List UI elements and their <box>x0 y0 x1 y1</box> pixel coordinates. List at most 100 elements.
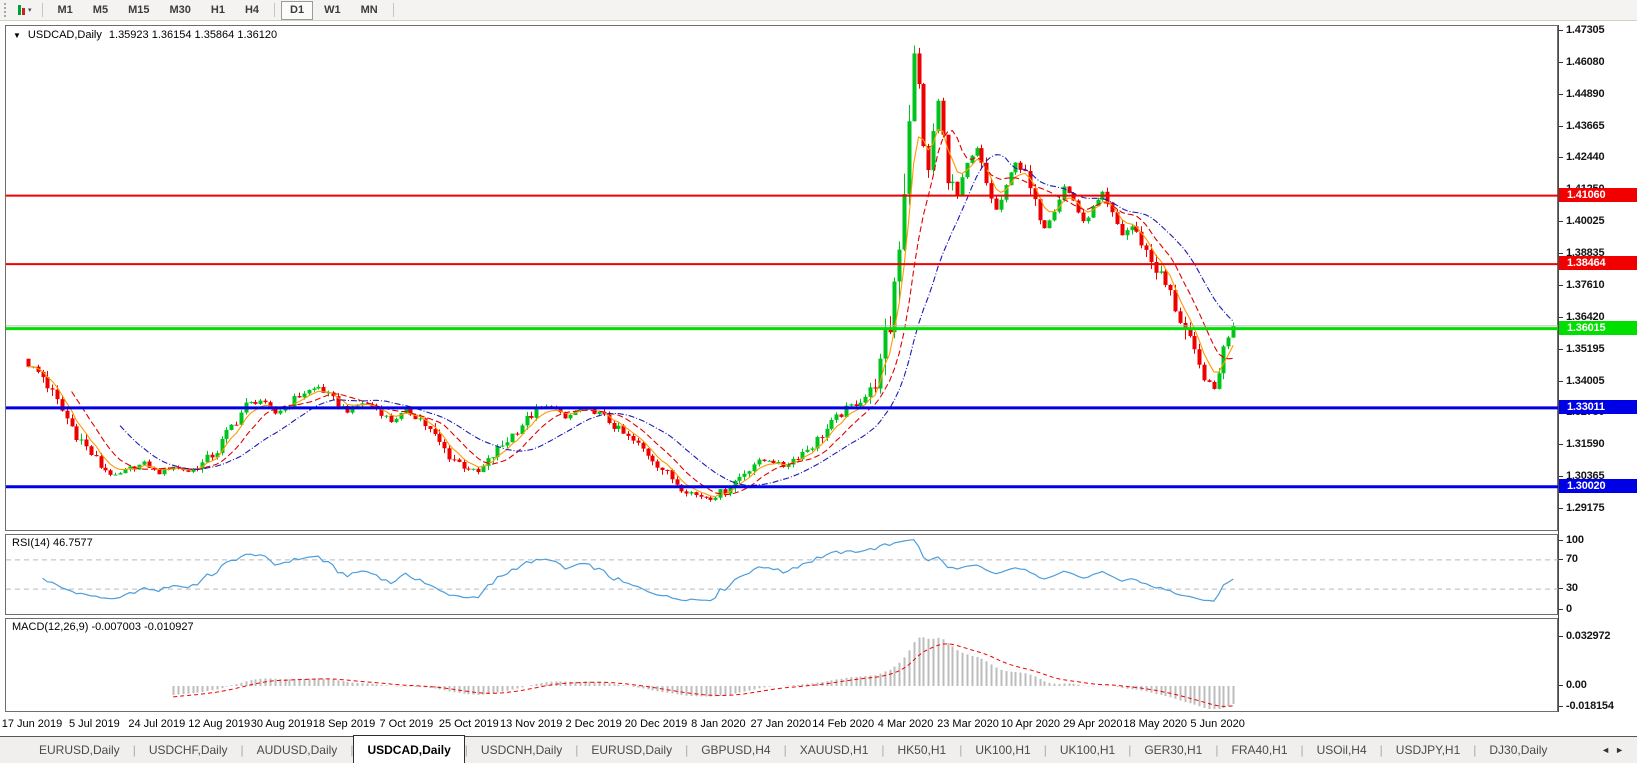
tab-gbpusd-h4[interactable]: GBPUSD,H4 <box>701 743 771 757</box>
price-tick-label: 1.40025 <box>1558 215 1605 228</box>
tab-separator: | <box>1473 743 1477 757</box>
timeframe-button-w1[interactable]: W1 <box>315 1 350 20</box>
date-label: 2 Dec 2019 <box>565 718 622 730</box>
date-label: 23 Mar 2020 <box>937 718 999 730</box>
tab-usoil-h4[interactable]: USOil,H4 <box>1316 743 1367 757</box>
tab-usdjpy-h1[interactable]: USDJPY,H1 <box>1395 743 1461 757</box>
timeframe-button-h4[interactable]: H4 <box>236 1 268 20</box>
macd-tick-label: 0.00 <box>1559 679 1587 691</box>
date-label: 25 Oct 2019 <box>438 718 499 730</box>
date-label: 14 Feb 2020 <box>812 718 875 730</box>
toolbar-grip[interactable] <box>4 3 8 17</box>
rsi-label: RSI(14) 46.7577 <box>12 537 93 549</box>
price-tick-label: 1.35195 <box>1558 342 1605 355</box>
date-label: 12 Aug 2019 <box>188 718 251 730</box>
macd-tick-label: -0.018154 <box>1559 700 1614 712</box>
tab-ger30-h1[interactable]: GER30,H1 <box>1144 743 1203 757</box>
tab-separator: | <box>464 743 468 757</box>
date-label: 18 Sep 2019 <box>312 718 376 730</box>
tab-usdcnh-daily[interactable]: USDCNH,Daily <box>480 743 563 757</box>
date-label: 17 Jun 2019 <box>1 718 63 730</box>
date-axis: 17 Jun 2019 5 Jul 2019 24 Jul 2019 12 Aug 2… <box>1 712 1558 736</box>
tab-separator: | <box>1379 743 1383 757</box>
main-chart-pane[interactable]: ▼ USDCAD,Daily 1.35923 1.36154 1.35864 1… <box>5 25 1559 531</box>
timeframe-button-d1[interactable]: D1 <box>281 0 314 20</box>
tab-separator: | <box>959 743 963 757</box>
tab-scroll-right-icon[interactable]: ► <box>1615 745 1629 755</box>
tab-scroll-left-icon[interactable]: ◄ <box>1601 745 1616 755</box>
tab-eurusd-daily[interactable]: EURUSD,Daily <box>39 743 120 757</box>
date-label: 24 Jul 2019 <box>128 718 186 730</box>
toolbar-separator <box>274 3 276 17</box>
tab-separator: | <box>881 743 885 757</box>
rsi-tick-label: 100 <box>1559 534 1584 546</box>
tab-usdcad-daily[interactable]: USDCAD,Daily <box>353 735 465 763</box>
tab-hk50-h1[interactable]: HK50,H1 <box>897 743 947 757</box>
collapse-arrow-icon[interactable]: ▼ <box>13 30 21 40</box>
rsi-pane[interactable]: RSI(14) 46.7577 <box>5 534 1559 615</box>
tab-uk100-h1[interactable]: UK100,H1 <box>1059 743 1116 757</box>
chart-ohlc-values: 1.35923 1.36154 1.35864 1.36120 <box>108 29 278 41</box>
macd-tick-label: 0.032972 <box>1558 629 1611 642</box>
tab-usdchf-daily[interactable]: USDCHF,Daily <box>148 743 228 757</box>
chart-title: ▼ USDCAD,Daily 1.35923 1.36154 1.35864 1… <box>13 29 277 41</box>
timeframe-button-m1[interactable]: M1 <box>49 1 82 20</box>
chart-symbol-label: USDCAD,Daily <box>27 29 102 41</box>
date-label: 4 Mar 2020 <box>877 718 934 730</box>
tab-separator: | <box>240 743 244 757</box>
date-label: 13 Nov 2019 <box>499 718 563 730</box>
tab-audusd-daily[interactable]: AUDUSD,Daily <box>256 743 338 757</box>
timeframe-button-mn[interactable]: MN <box>352 1 387 20</box>
candlestick-chart-icon[interactable]: ▾ <box>13 3 37 17</box>
tab-uk100-h1[interactable]: UK100,H1 <box>975 743 1031 757</box>
tab-separator: | <box>783 743 787 757</box>
tab-xauusd-h1[interactable]: XAUUSD,H1 <box>799 743 869 757</box>
price-chart-canvas[interactable] <box>6 26 1559 530</box>
price-tick-label: 1.31590 <box>1558 438 1605 451</box>
price-tick-label: 1.44890 <box>1558 87 1605 100</box>
toolbar-separator <box>392 3 394 17</box>
price-tick-label: 1.38835 <box>1558 247 1605 260</box>
timeframe-button-m30[interactable]: M30 <box>160 1 199 20</box>
timeframe-button-m5[interactable]: M5 <box>84 1 117 20</box>
date-label: 27 Jan 2020 <box>750 718 812 730</box>
date-label: 20 Dec 2019 <box>624 718 688 730</box>
price-level-badge: 1.30020 <box>1559 478 1637 493</box>
tab-separator: | <box>1043 743 1047 757</box>
mini-candle-down <box>22 8 25 15</box>
price-tick-label: 1.37610 <box>1558 278 1605 291</box>
timeframe-toolbar: M1 M5 M15 M30 H1 H4 D1 W1 MN <box>48 0 399 20</box>
toolbar: ▾ M1 M5 M15 M30 H1 H4 D1 W1 MN <box>0 0 1637 21</box>
date-label: 8 Jan 2020 <box>691 718 746 730</box>
price-tick-label: 1.36420 <box>1558 310 1605 323</box>
tab-scroll-arrows: ◄► <box>1601 745 1629 755</box>
timeframe-button-h1[interactable]: H1 <box>202 1 234 20</box>
date-label: 18 May 2020 <box>1123 718 1187 730</box>
timeframe-button-m15[interactable]: M15 <box>119 1 158 20</box>
macd-pane[interactable]: MACD(12,26,9) -0.007003 -0.010927 <box>5 618 1558 712</box>
tab-separator: | <box>350 743 354 757</box>
date-label: 7 Oct 2019 <box>379 718 434 730</box>
macd-label: MACD(12,26,9) -0.007003 -0.010927 <box>12 621 194 633</box>
tab-separator: | <box>1215 743 1219 757</box>
tab-separator: | <box>132 743 136 757</box>
date-label: 5 Jun 2020 <box>1190 718 1245 730</box>
tab-separator: | <box>685 743 689 757</box>
toolbar-separator <box>41 3 43 17</box>
mini-candle-up <box>18 5 21 15</box>
tab-fra40-h1[interactable]: FRA40,H1 <box>1231 743 1288 757</box>
chart-tab-bar: EURUSD,Daily | USDCHF,Daily | AUDUSD,Daily | U… <box>0 735 1637 763</box>
price-level-badge: 1.41060 <box>1559 187 1637 202</box>
rsi-canvas[interactable] <box>6 535 1559 614</box>
rsi-tick-label: 0 <box>1559 603 1572 615</box>
tab-eurusd-daily[interactable]: EURUSD,Daily <box>591 743 673 757</box>
price-tick-label: 1.42440 <box>1558 151 1605 164</box>
macd-canvas[interactable] <box>6 619 1559 711</box>
price-tick-label: 1.29175 <box>1558 502 1605 514</box>
price-tick-label: 1.43665 <box>1558 119 1605 132</box>
date-label: 5 Jul 2019 <box>69 718 120 730</box>
tab-separator: | <box>1128 743 1132 757</box>
tab-dj30-daily[interactable]: DJ30,Daily <box>1489 743 1548 757</box>
date-label: 29 Apr 2020 <box>1063 718 1123 730</box>
price-tick-label: 1.47305 <box>1558 24 1605 36</box>
